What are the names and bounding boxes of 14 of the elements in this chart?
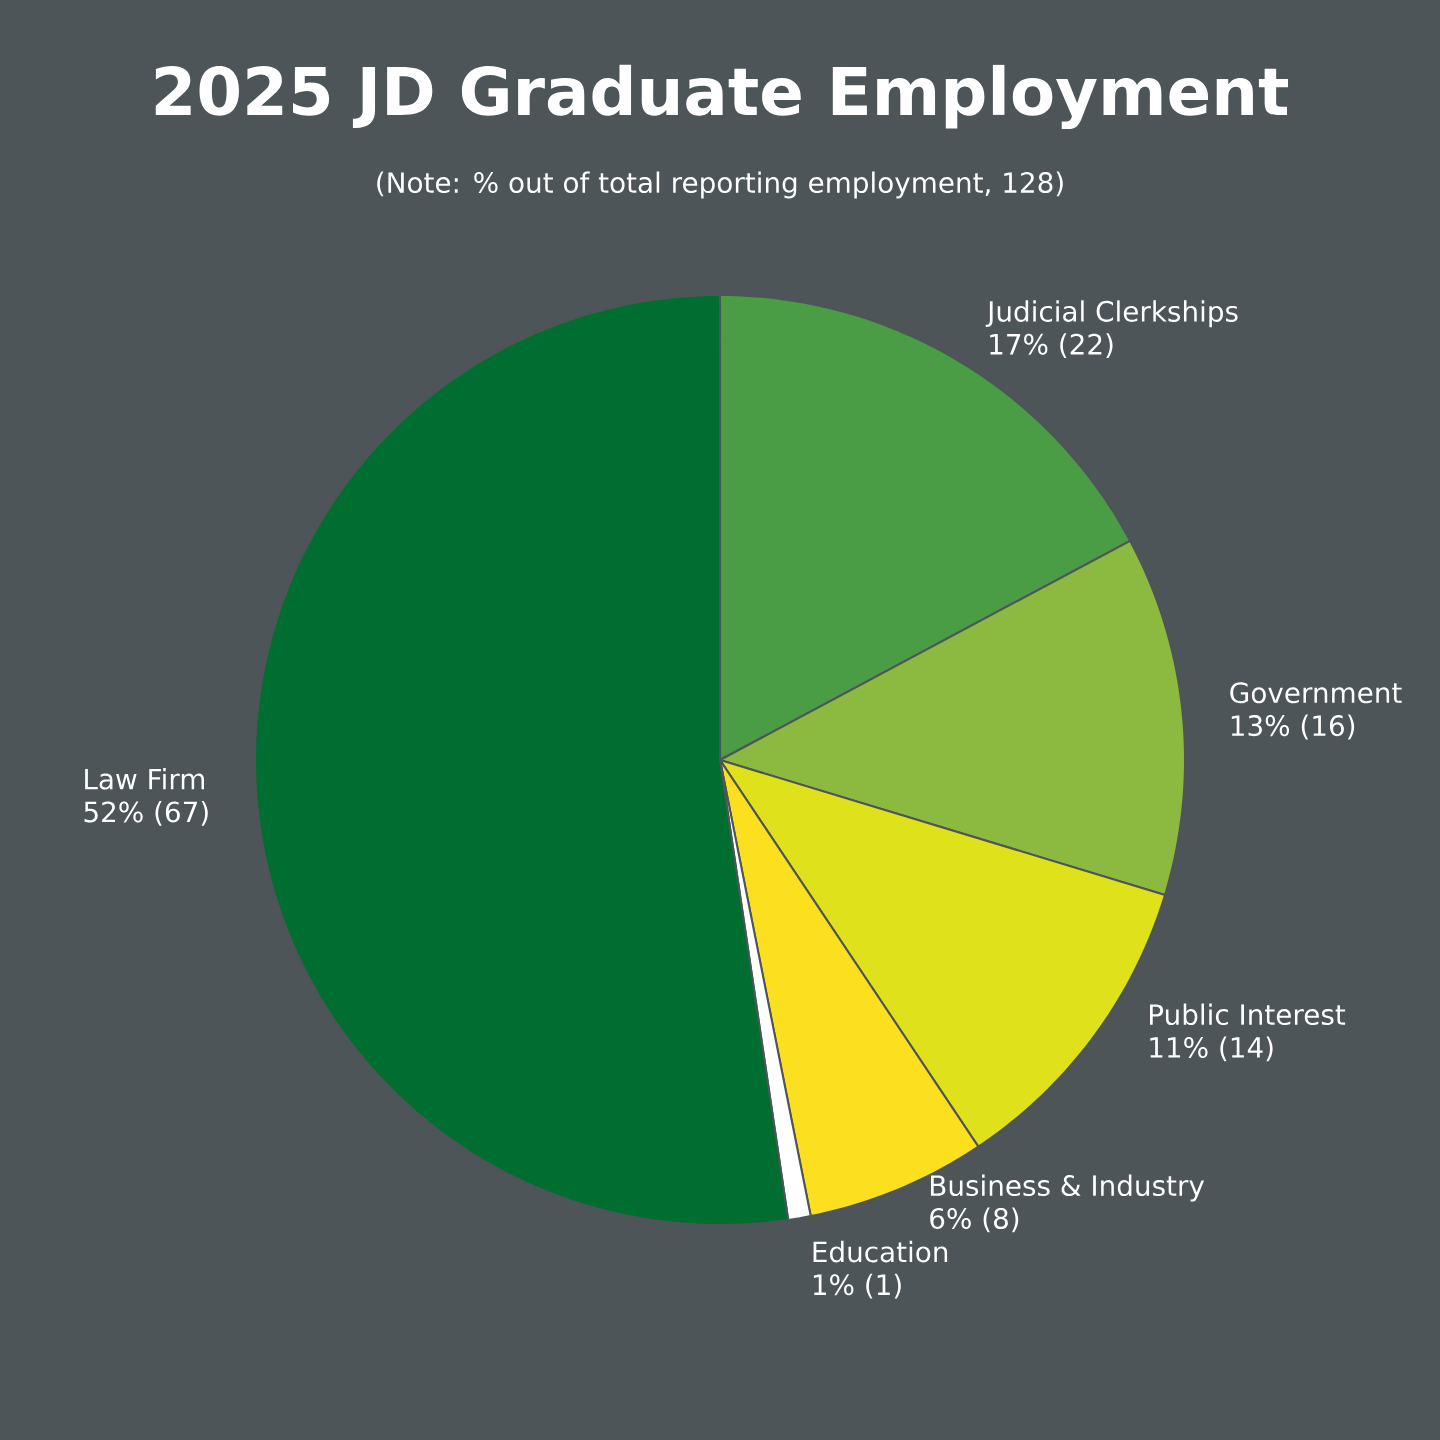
- slice-label: Judicial Clerkships: [985, 300, 1238, 328]
- data-label: 6% (8): [930, 1207, 1019, 1233]
- data-label: 11% (14): [1150, 1036, 1273, 1062]
- slice-label: Business & Industry: [930, 1174, 1205, 1202]
- data-label: 52% (67): [84, 800, 208, 826]
- chart-title: 2025 JD Graduate Employment: [155, 64, 1289, 130]
- chart-subtitle: (Note: % out of total reporting employment, 128): [377, 171, 1063, 199]
- data-label: 17% (22): [990, 333, 1113, 359]
- data-label: 13% (16): [1231, 714, 1355, 740]
- slice-label: Law Firm: [85, 768, 204, 790]
- slice-label: Public Interest: [1149, 1003, 1346, 1026]
- slice-label: Government: [1230, 682, 1402, 704]
- data-label: 1% (1): [813, 1273, 901, 1299]
- slice-label: Education: [813, 1240, 948, 1263]
